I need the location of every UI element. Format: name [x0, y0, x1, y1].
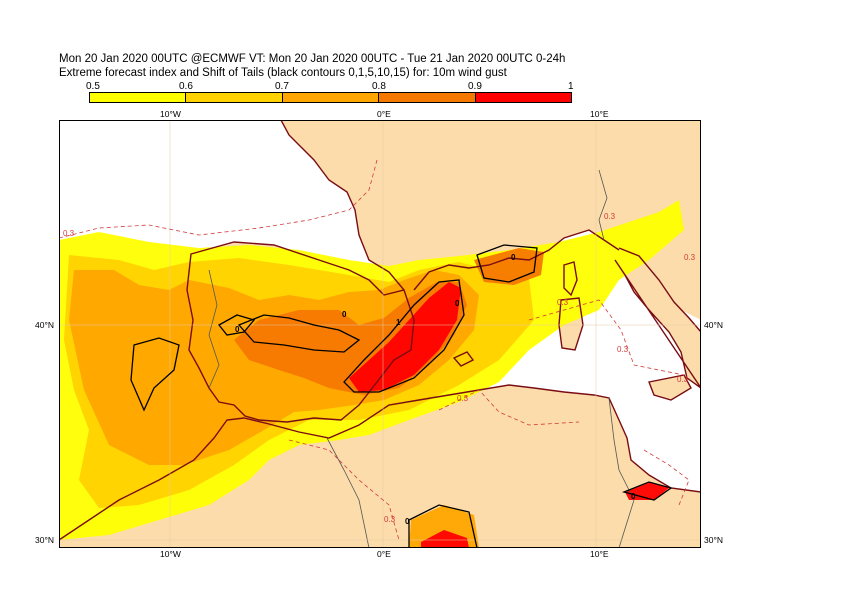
efi-contour-label: 0.3 — [384, 515, 396, 524]
efi-sahara-red-area — [421, 530, 469, 548]
sot-contour-label: 1 — [396, 318, 401, 327]
border-spain-portugal — [208, 269, 220, 389]
coastline-balearic — [452, 351, 475, 367]
colorbar — [89, 92, 572, 103]
efi-contour-label: 0.3 — [684, 253, 696, 262]
colorbar-label: 0.5 — [86, 81, 100, 92]
coastline-iberia — [186, 241, 415, 423]
coastline-sicily — [648, 374, 692, 401]
map-title-line2: Extreme forecast index and Shift of Tail… — [59, 67, 507, 79]
efi-0.3-contours — [59, 159, 690, 541]
coastline-corsica — [563, 261, 578, 297]
efi-contour — [643, 449, 690, 506]
sot-contour-label: 0 — [511, 253, 516, 262]
colorbar-label: 0.7 — [275, 81, 289, 92]
efi-contour-label: 0.3 — [604, 212, 616, 221]
sot-contour — [218, 314, 256, 336]
efi-contour — [438, 389, 580, 426]
sot-contour-label: 0 — [405, 517, 410, 526]
border-france-italy — [598, 169, 608, 241]
efi-map: 0.3 0.3 0.3 0.3 0.3 0.3 0.3 0.3 0 0 0 1 … — [59, 120, 701, 548]
sot-contour-label: 0 — [631, 492, 636, 501]
coastline-italy — [614, 247, 701, 389]
coastline-europe — [280, 120, 620, 291]
efi-shading — [59, 200, 684, 548]
efi-contour — [528, 299, 685, 376]
efi-contour-label: 0.3 — [457, 394, 469, 403]
colorbar-segment — [186, 93, 283, 102]
colorbar-label: 0.6 — [179, 81, 193, 92]
right-lat-tick-label: 30°N — [704, 535, 723, 545]
colorbar-segment — [282, 93, 380, 102]
coastline-north-africa — [59, 384, 701, 541]
top-lon-tick-label: 0°E — [377, 109, 391, 119]
colorbar-segment — [379, 93, 476, 102]
top-lon-tick-label: 10°W — [160, 109, 181, 119]
bottom-lon-tick-label: 10°E — [590, 549, 609, 559]
map-title-line1: Mon 20 Jan 2020 00UTC @ECMWF VT: Mon 20 … — [59, 53, 566, 65]
bottom-lon-tick-label: 0°E — [377, 549, 391, 559]
efi-contour — [59, 159, 378, 239]
bottom-lon-tick-label: 10°W — [160, 549, 181, 559]
efi-contour-label: 0.3 — [617, 345, 629, 354]
sot-contour-label: 0 — [342, 310, 347, 319]
efi-contour-label: 0.3 — [557, 298, 569, 307]
efi-contour-label: 0.3 — [677, 375, 689, 384]
sot-contour — [621, 481, 673, 501]
efi-contour — [288, 439, 400, 541]
italy-land — [615, 248, 701, 388]
north-africa-land — [59, 385, 701, 548]
contour-labels: 0.3 0.3 0.3 0.3 0.3 0.3 0.3 0.3 0 0 0 1 … — [63, 212, 696, 526]
colorbar-label: 1 — [568, 81, 574, 92]
colorbar-label: 0.8 — [372, 81, 386, 92]
left-lat-tick-label: 30°N — [35, 535, 54, 545]
colorbar-segment — [90, 93, 187, 102]
graticule — [59, 120, 701, 548]
sot-contour — [343, 279, 465, 393]
coastlines — [59, 120, 701, 541]
efi-gulf-of-lion-area — [474, 248, 544, 285]
efi-red-area — [349, 282, 461, 392]
sot-contours — [130, 244, 673, 548]
efi-contour-label: 0.3 — [63, 229, 75, 238]
sot-contour — [237, 314, 361, 353]
sot-contour — [130, 337, 180, 412]
sot-contour-label: 0 — [455, 299, 460, 308]
left-lat-tick-label: 40°N — [35, 320, 54, 330]
border-algeria-tunisia — [608, 397, 635, 501]
border-morocco-algeria — [326, 437, 370, 548]
right-lat-tick-label: 40°N — [704, 320, 723, 330]
top-lon-tick-label: 10°E — [590, 109, 609, 119]
map-frame — [59, 120, 701, 548]
sot-contour — [476, 244, 538, 283]
sot-contour — [408, 504, 478, 548]
colorbar-segment — [475, 93, 572, 102]
colorbar-label: 0.9 — [468, 81, 482, 92]
sot-contour-label: 0 — [235, 325, 240, 334]
